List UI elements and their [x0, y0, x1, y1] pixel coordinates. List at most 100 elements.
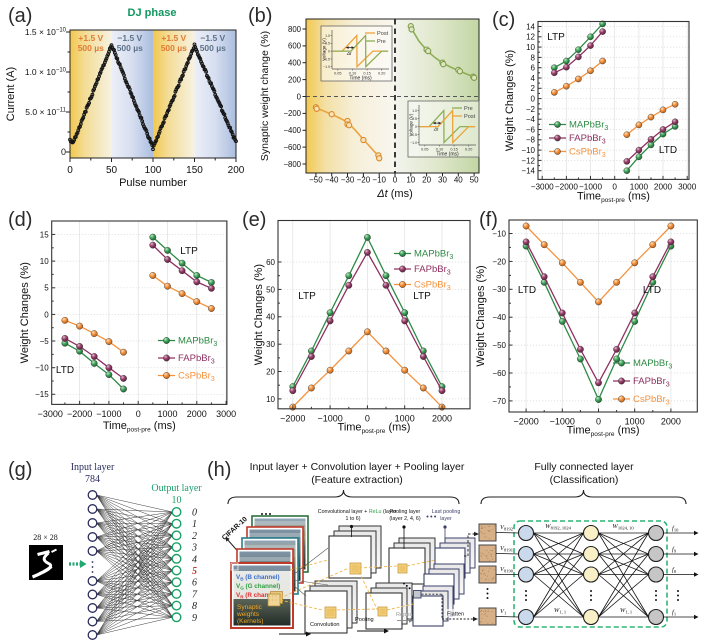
svg-text:W1024, 10: W1024, 10	[612, 523, 634, 532]
svg-text:12: 12	[526, 33, 535, 42]
svg-text:MAPbBr3: MAPbBr3	[178, 336, 217, 348]
svg-text:LTP: LTP	[180, 246, 198, 257]
svg-text:f9: f9	[672, 546, 677, 554]
svg-text:1: 1	[192, 519, 197, 530]
svg-text:−10: −10	[521, 146, 535, 155]
svg-text:100: 100	[145, 165, 162, 176]
svg-text:28 × 28: 28 × 28	[33, 533, 58, 542]
svg-text:−2000: −2000	[67, 409, 92, 419]
svg-text:(Classification): (Classification)	[550, 474, 619, 486]
svg-text:0: 0	[365, 413, 370, 423]
svg-text:4: 4	[192, 554, 197, 565]
svg-text:10: 10	[266, 395, 275, 404]
svg-text:0.10: 0.10	[349, 72, 356, 76]
svg-text:(Kernels): (Kernels)	[237, 618, 263, 625]
svg-text:(d): (d)	[8, 209, 32, 231]
svg-text:20: 20	[266, 367, 275, 376]
svg-text:−10: −10	[492, 229, 506, 238]
svg-text:−1000: −1000	[550, 417, 575, 427]
svg-text:LTP: LTP	[547, 32, 565, 43]
svg-text:1000: 1000	[395, 413, 415, 423]
svg-text:5: 5	[44, 284, 49, 293]
svg-text:(a): (a)	[8, 5, 32, 27]
svg-text:Weight Changes (%): Weight Changes (%)	[19, 262, 31, 363]
svg-text:0.15: 0.15	[450, 148, 457, 152]
svg-text:−3000: −3000	[531, 182, 554, 191]
svg-text:0: 0	[136, 409, 141, 419]
svg-text:0.5: 0.5	[412, 117, 417, 121]
svg-text:9: 9	[192, 613, 197, 624]
svg-text:Synaptic weight change (%): Synaptic weight change (%)	[259, 31, 271, 161]
svg-text:2000: 2000	[661, 417, 681, 427]
svg-text:0.10: 0.10	[436, 148, 443, 152]
svg-text:Δt: Δt	[433, 127, 439, 133]
svg-text:Input layer + Convolution laye: Input layer + Convolution layer + Poolin…	[250, 461, 465, 473]
svg-text:−1000: −1000	[317, 413, 342, 423]
svg-text:3000: 3000	[678, 182, 697, 191]
svg-text:5.0 × 10−11: 5.0 × 10−11	[25, 107, 66, 117]
svg-text:−3000: −3000	[38, 409, 63, 419]
svg-text:−40: −40	[492, 313, 506, 322]
svg-text:Pulse number: Pulse number	[119, 177, 187, 189]
svg-text:DJ phase: DJ phase	[128, 7, 177, 19]
svg-text:0.05: 0.05	[421, 148, 428, 152]
svg-text:Output layer: Output layer	[151, 483, 202, 494]
svg-text:1.0 × 10−10: 1.0 × 10−10	[25, 67, 67, 77]
svg-text:0.20: 0.20	[378, 72, 385, 76]
svg-text:−12: −12	[521, 156, 535, 165]
svg-text:6: 6	[531, 64, 536, 73]
svg-text:(g): (g)	[8, 459, 32, 481]
svg-text:2000: 2000	[654, 182, 673, 191]
svg-text:Time (ms): Time (ms)	[349, 76, 372, 82]
svg-text:0: 0	[44, 310, 49, 319]
svg-text:5: 5	[192, 566, 197, 577]
svg-text:2: 2	[192, 531, 197, 542]
svg-text:150: 150	[186, 165, 203, 176]
svg-text:−2000: −2000	[513, 417, 538, 427]
svg-text:+1.5 V: +1.5 V	[161, 33, 186, 43]
svg-text:V1: V1	[500, 608, 506, 616]
svg-text:0: 0	[415, 125, 417, 129]
svg-text:Weight Changes (%): Weight Changes (%)	[504, 50, 516, 151]
svg-text:weights: weights	[236, 611, 260, 618]
svg-text:10: 10	[172, 495, 182, 506]
svg-text:−6: −6	[526, 125, 536, 134]
svg-text:Input layer: Input layer	[71, 462, 115, 473]
svg-text:W8192, 1024: W8192, 1024	[545, 523, 571, 532]
svg-text:Timepost-pre (ms): Timepost-pre (ms)	[103, 420, 176, 434]
svg-text:−70: −70	[492, 397, 506, 406]
svg-text:Voltage (V): Voltage (V)	[322, 38, 327, 61]
svg-text:15: 15	[40, 230, 49, 239]
svg-text:−8: −8	[526, 136, 536, 145]
svg-text:(b): (b)	[248, 5, 272, 27]
svg-text:Flatten: Flatten	[447, 612, 464, 618]
svg-text:Voltage (V): Voltage (V)	[409, 113, 414, 136]
svg-text:600: 600	[288, 42, 302, 51]
svg-text:−1000: −1000	[579, 182, 602, 191]
svg-text:2000: 2000	[187, 409, 207, 419]
svg-text:−10: −10	[35, 364, 49, 373]
svg-text:−30: −30	[492, 285, 506, 294]
svg-text:60: 60	[266, 258, 275, 267]
svg-text:−20: −20	[492, 257, 506, 266]
svg-text:LTD: LTD	[56, 365, 74, 376]
svg-text:f8: f8	[672, 567, 677, 575]
svg-text:Pooling layer: Pooling layer	[390, 509, 421, 515]
svg-text:0.5: 0.5	[325, 42, 330, 46]
svg-text:Post: Post	[377, 31, 389, 37]
svg-text:Repeating: Repeating	[396, 612, 422, 618]
svg-text:50: 50	[266, 285, 275, 294]
svg-text:3: 3	[191, 543, 197, 554]
svg-text:0: 0	[393, 176, 398, 185]
svg-text:0: 0	[328, 50, 330, 54]
svg-text:VG (G channel): VG (G channel)	[236, 583, 280, 590]
svg-text:FAPbBr3: FAPbBr3	[569, 133, 606, 145]
svg-text:CsPbBr3: CsPbBr3	[414, 280, 451, 292]
svg-text:FAPbBr3: FAPbBr3	[633, 376, 670, 388]
svg-text:Pre: Pre	[377, 39, 386, 45]
svg-text:0.15: 0.15	[363, 72, 370, 76]
svg-text:3000: 3000	[216, 409, 236, 419]
svg-text:(c): (c)	[492, 9, 515, 31]
svg-text:V8190: V8190	[500, 566, 514, 574]
svg-text:0: 0	[297, 92, 302, 101]
